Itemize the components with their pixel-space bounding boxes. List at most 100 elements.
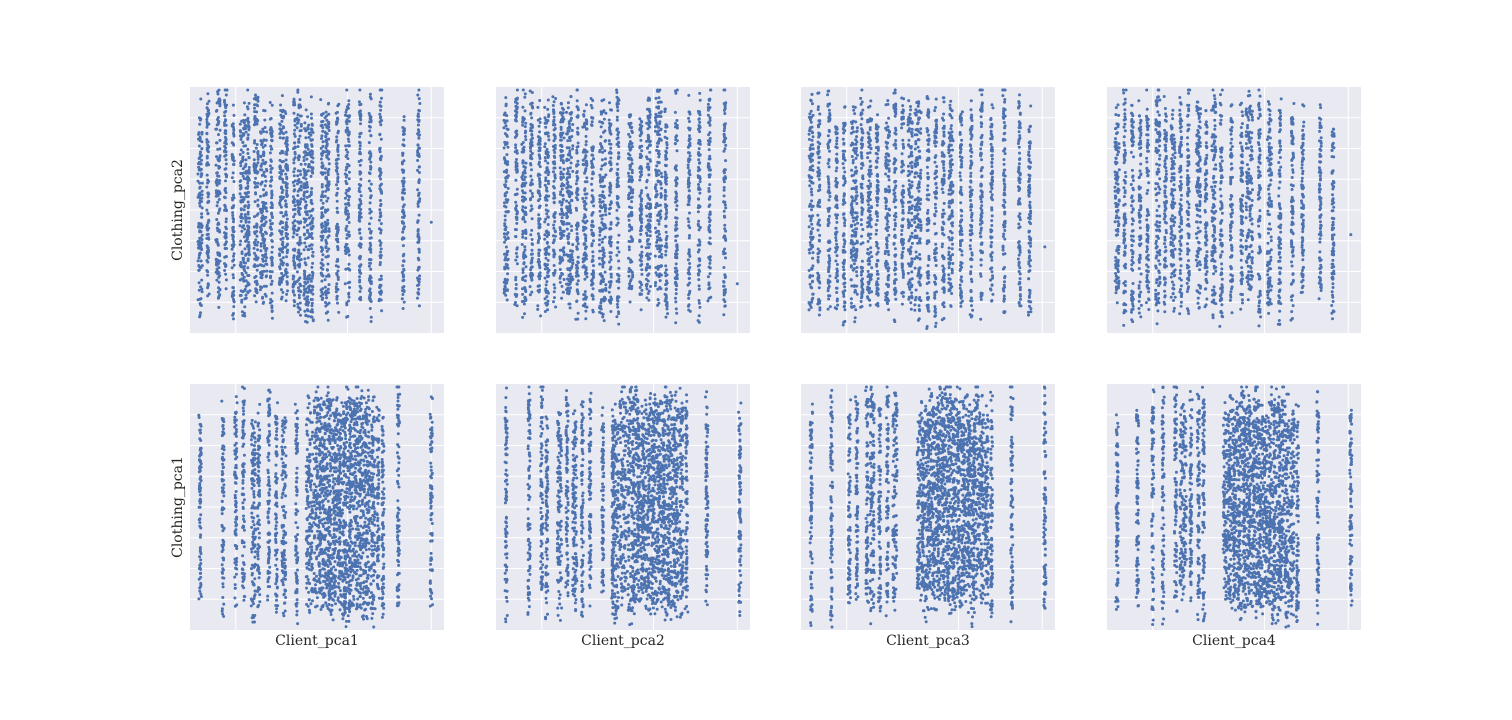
data-point: [665, 307, 669, 311]
data-point: [640, 250, 644, 254]
data-point: [379, 247, 383, 251]
data-point: [524, 265, 528, 269]
data-point: [569, 116, 573, 120]
data-point: [217, 181, 221, 185]
data-point: [663, 197, 667, 201]
data-point: [253, 294, 257, 298]
data-point: [552, 283, 556, 287]
data-point: [553, 127, 557, 130]
data-point: [215, 155, 218, 159]
data-point: [379, 228, 383, 232]
data-point: [506, 145, 510, 149]
data-point: [640, 268, 644, 272]
data-point: [199, 311, 202, 315]
data-point: [239, 219, 243, 223]
data-point: [401, 293, 405, 296]
data-point: [198, 139, 202, 143]
data-point: [591, 294, 595, 298]
data-point: [378, 285, 381, 289]
data-point: [224, 129, 228, 133]
data-point: [292, 189, 296, 193]
data-point: [260, 219, 263, 223]
data-point: [323, 171, 327, 175]
data-point: [609, 146, 613, 150]
data-point: [359, 263, 363, 267]
data-point: [708, 213, 712, 216]
data-point: [504, 180, 508, 183]
data-point: [698, 257, 702, 261]
data-point: [698, 177, 702, 181]
data-point: [324, 177, 328, 180]
data-point: [552, 191, 556, 195]
data-point: [378, 88, 382, 92]
data-point: [646, 292, 650, 295]
data-point: [244, 218, 248, 222]
data-point: [546, 289, 550, 293]
data-point: [630, 125, 634, 129]
data-point: [503, 183, 507, 187]
data-point: [599, 184, 603, 188]
data-point: [515, 255, 519, 259]
data-point: [514, 283, 518, 286]
data-point: [576, 131, 580, 135]
data-point: [280, 172, 283, 176]
data-point: [368, 293, 372, 297]
data-point: [646, 127, 650, 131]
data-point: [647, 222, 651, 226]
data-point: [308, 232, 311, 236]
data-point: [368, 201, 372, 205]
data-point: [514, 295, 518, 298]
data-point: [576, 198, 580, 202]
data-point: [674, 239, 678, 243]
data-point: [291, 180, 295, 184]
data-point: [402, 115, 406, 119]
data-point: [584, 317, 588, 321]
data-point: [638, 156, 642, 159]
data-point: [321, 149, 325, 153]
data-point: [307, 216, 311, 220]
data-point: [545, 295, 549, 299]
data-point: [561, 159, 565, 163]
data-point: [583, 171, 587, 175]
data-point: [310, 301, 314, 305]
data-point: [638, 123, 642, 127]
data-point: [584, 239, 588, 243]
data-point: [698, 225, 702, 229]
data-point: [253, 141, 256, 145]
data-point: [504, 256, 508, 259]
data-point: [647, 206, 651, 210]
data-point: [552, 255, 556, 259]
data-point: [401, 221, 404, 225]
data-point: [546, 223, 550, 226]
data-point: [553, 220, 557, 223]
data-point: [378, 167, 382, 171]
data-point: [418, 109, 421, 113]
data-point: [628, 223, 631, 227]
data-point: [537, 263, 541, 267]
data-point: [506, 257, 510, 261]
data-point: [358, 190, 362, 194]
data-point: [206, 140, 210, 144]
data-point: [239, 262, 243, 266]
data-point: [660, 175, 664, 179]
data-point: [263, 144, 267, 147]
data-point: [206, 286, 210, 290]
data-point: [321, 236, 325, 240]
data-point: [609, 258, 613, 262]
data-point: [628, 164, 632, 168]
data-point: [297, 293, 301, 297]
data-point: [296, 156, 300, 160]
data-point: [416, 256, 420, 260]
data-point: [246, 181, 250, 185]
data-point: [558, 166, 562, 170]
data-point: [631, 275, 635, 279]
data-point: [223, 149, 227, 153]
data-point: [310, 232, 314, 235]
data-point: [616, 295, 620, 299]
data-point: [269, 225, 273, 229]
data-point: [246, 121, 250, 124]
data-point: [311, 271, 315, 275]
data-point: [609, 167, 613, 171]
data-point: [243, 113, 247, 117]
data-point: [544, 203, 548, 207]
